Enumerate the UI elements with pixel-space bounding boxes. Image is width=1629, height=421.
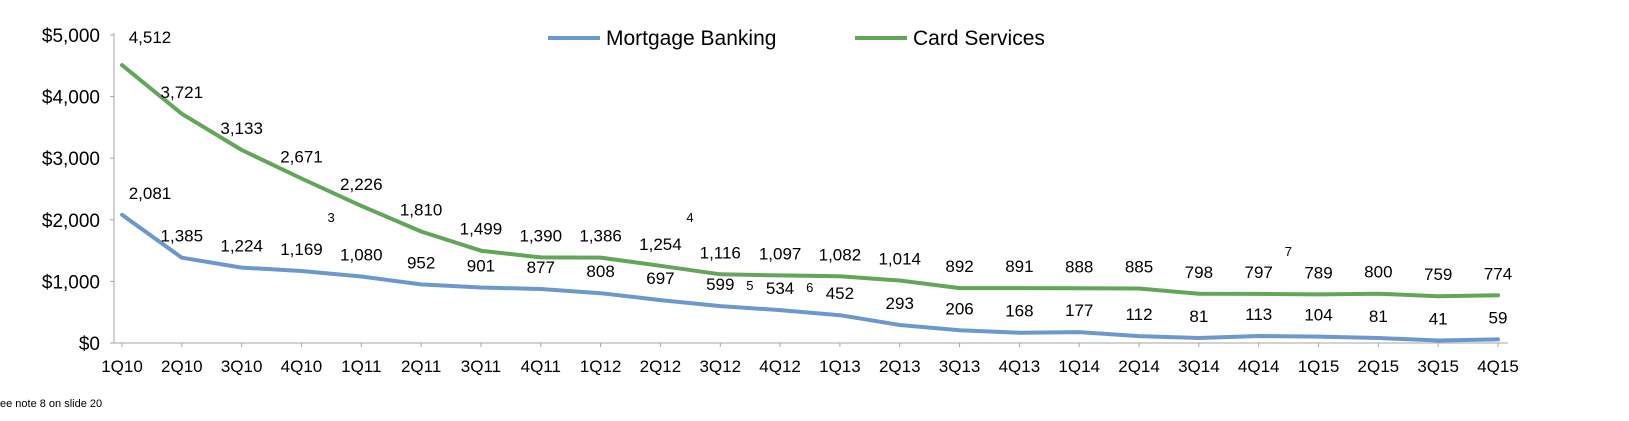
mortgage-data-label: 206 bbox=[945, 299, 973, 318]
x-tick-label: 2Q13 bbox=[879, 357, 921, 376]
note-superscripts: 3 4 5 6 7 bbox=[327, 210, 1291, 295]
x-tick-label: 4Q14 bbox=[1238, 357, 1280, 376]
x-tick-label: 1Q11 bbox=[341, 357, 381, 376]
y-tick-label: $5,000 bbox=[42, 26, 100, 47]
mortgage-data-label: 113 bbox=[1245, 305, 1272, 324]
card-data-label: 789 bbox=[1304, 263, 1332, 282]
y-tick-label: $2,000 bbox=[42, 211, 100, 232]
mortgage-data-label: 1,080 bbox=[340, 245, 383, 264]
note-superscript: 4 bbox=[686, 210, 693, 225]
card-data-label: 774 bbox=[1484, 264, 1512, 283]
mortgage-data-label: 59 bbox=[1489, 308, 1508, 327]
data-labels: 2,081 1,385 1,224 1,169 1,080 952 901 877 808 697… bbox=[129, 28, 1512, 328]
legend: Mortgage Banking Card Services bbox=[548, 27, 1045, 50]
y-axis-ticks: $0 $1,000 $2,000 $3,000 $4,000 $5,000 bbox=[42, 26, 114, 355]
mortgage-data-label: 901 bbox=[467, 256, 495, 275]
card-data-label: 1,390 bbox=[520, 226, 563, 245]
mortgage-data-label: 452 bbox=[826, 284, 854, 303]
card-data-label: 2,226 bbox=[340, 175, 383, 194]
card-data-label: 1,014 bbox=[878, 250, 921, 269]
mortgage-data-label: 41 bbox=[1429, 309, 1448, 328]
card-data-label: 1,254 bbox=[639, 235, 682, 254]
mortgage-data-label: 534 bbox=[766, 279, 794, 298]
mortgage-data-label: 112 bbox=[1125, 305, 1152, 324]
card-data-label: 2,671 bbox=[280, 147, 323, 166]
note-superscript: 7 bbox=[1285, 244, 1292, 259]
card-data-label: 798 bbox=[1185, 263, 1213, 282]
y-tick-label: $1,000 bbox=[42, 272, 100, 293]
y-tick-label: $4,000 bbox=[42, 88, 100, 109]
mortgage-data-label: 81 bbox=[1369, 307, 1388, 326]
mortgage-data-label: 1,224 bbox=[220, 237, 263, 256]
x-tick-label: 2Q15 bbox=[1358, 357, 1400, 376]
x-tick-label: 1Q15 bbox=[1298, 357, 1340, 376]
card-data-label: 1,386 bbox=[579, 227, 622, 246]
series-lines bbox=[120, 63, 1500, 343]
mortgage-banking-line bbox=[120, 212, 1500, 343]
x-tick-label: 3Q12 bbox=[699, 357, 741, 376]
card-data-label: 3,133 bbox=[220, 119, 263, 138]
mortgage-data-label: 177 bbox=[1065, 301, 1093, 320]
card-data-label: 1,810 bbox=[400, 201, 443, 220]
note-superscript: 3 bbox=[327, 210, 334, 225]
note-superscript: 6 bbox=[806, 280, 813, 295]
card-data-label: 800 bbox=[1364, 263, 1392, 282]
x-tick-label: 3Q15 bbox=[1417, 357, 1459, 376]
chart-axes bbox=[113, 33, 1508, 344]
x-tick-label: 4Q12 bbox=[759, 357, 801, 376]
card-data-label: 892 bbox=[945, 257, 973, 276]
x-tick-label: 2Q12 bbox=[640, 357, 682, 376]
x-tick-label: 2Q10 bbox=[161, 357, 203, 376]
y-tick-label: $0 bbox=[79, 334, 100, 355]
card-data-label: 1,097 bbox=[759, 244, 802, 263]
card-data-label: 1,082 bbox=[819, 245, 862, 264]
x-tick-label: 3Q11 bbox=[461, 357, 501, 376]
x-tick-label: 4Q13 bbox=[999, 357, 1041, 376]
card-data-label: 4,512 bbox=[129, 28, 172, 47]
mortgage-data-label: 2,081 bbox=[129, 184, 172, 203]
card-data-label: 885 bbox=[1125, 257, 1153, 276]
y-tick-label: $3,000 bbox=[42, 149, 100, 170]
x-axis-ticks: 1Q10 2Q10 3Q10 4Q10 1Q11 2Q11 3Q11 4Q11 1Q12 2Q12… bbox=[101, 343, 1519, 376]
mortgage-data-label: 1,169 bbox=[280, 240, 323, 259]
mortgage-data-label: 81 bbox=[1189, 307, 1208, 326]
legend-card-label: Card Services bbox=[913, 27, 1045, 50]
x-tick-label: 1Q14 bbox=[1058, 357, 1100, 376]
card-data-label: 3,721 bbox=[161, 83, 204, 102]
x-tick-label: 2Q14 bbox=[1118, 357, 1160, 376]
card-data-label: 891 bbox=[1005, 257, 1033, 276]
note-superscript: 5 bbox=[746, 278, 753, 293]
mortgage-data-label: 293 bbox=[886, 294, 914, 313]
card-data-label: 797 bbox=[1245, 263, 1273, 282]
mortgage-data-label: 952 bbox=[407, 253, 435, 272]
x-tick-label: 3Q13 bbox=[939, 357, 981, 376]
x-tick-label: 2Q11 bbox=[401, 357, 441, 376]
card-data-label: 888 bbox=[1065, 257, 1093, 276]
mortgage-data-label: 599 bbox=[706, 275, 734, 294]
x-tick-label: 4Q15 bbox=[1477, 357, 1519, 376]
x-tick-label: 1Q12 bbox=[580, 357, 622, 376]
x-tick-label: 1Q13 bbox=[819, 357, 861, 376]
card-data-label: 1,499 bbox=[460, 220, 503, 239]
footnote: ee note 8 on slide 20 bbox=[0, 398, 102, 410]
legend-mortgage-label: Mortgage Banking bbox=[606, 27, 776, 50]
mortgage-data-label: 808 bbox=[586, 262, 614, 281]
x-tick-label: 1Q10 bbox=[101, 357, 143, 376]
x-tick-label: 4Q11 bbox=[521, 357, 561, 376]
mortgage-data-label: 168 bbox=[1005, 302, 1033, 321]
mortgage-data-label: 1,385 bbox=[161, 227, 204, 246]
x-tick-label: 4Q10 bbox=[281, 357, 323, 376]
mortgage-data-label: 104 bbox=[1304, 306, 1332, 325]
card-data-label: 759 bbox=[1424, 265, 1452, 284]
x-tick-label: 3Q14 bbox=[1178, 357, 1220, 376]
card-data-label: 1,116 bbox=[700, 243, 741, 262]
mortgage-data-label: 877 bbox=[527, 258, 555, 277]
x-tick-label: 3Q10 bbox=[221, 357, 263, 376]
card-services-line bbox=[120, 63, 1500, 299]
mortgage-data-label: 697 bbox=[646, 269, 674, 288]
